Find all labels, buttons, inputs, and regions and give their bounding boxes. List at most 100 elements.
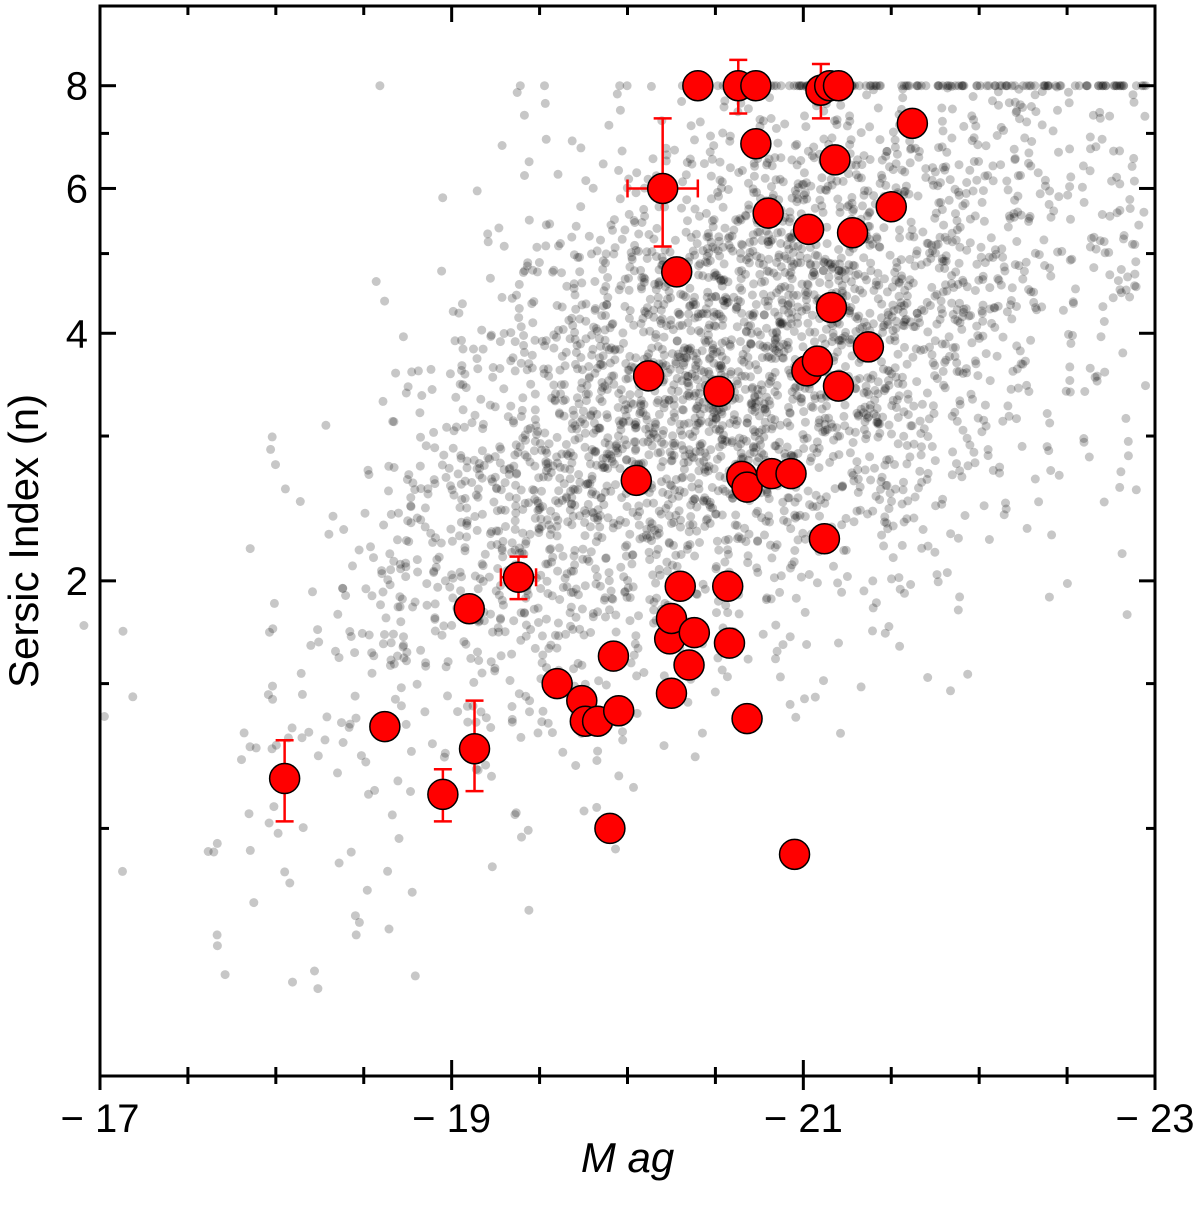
- background-point: [725, 489, 735, 499]
- background-point: [1002, 81, 1011, 91]
- background-point: [517, 832, 526, 842]
- background-point: [567, 499, 576, 509]
- background-point: [899, 317, 909, 327]
- background-point: [1009, 212, 1019, 222]
- background-point: [989, 303, 999, 313]
- background-point: [245, 544, 255, 554]
- background-point: [980, 400, 990, 410]
- background-point: [384, 924, 394, 934]
- background-point: [784, 244, 794, 254]
- background-point: [588, 487, 597, 497]
- background-point: [907, 225, 917, 235]
- background-point: [778, 177, 788, 187]
- background-point: [341, 591, 351, 600]
- background-point: [912, 377, 922, 387]
- background-point: [845, 140, 855, 150]
- background-point: [954, 81, 964, 91]
- background-point: [686, 473, 696, 483]
- background-point: [782, 340, 792, 350]
- background-point: [753, 506, 763, 516]
- background-point: [612, 443, 622, 453]
- background-point: [834, 450, 844, 460]
- background-point: [667, 450, 677, 460]
- background-point: [624, 416, 634, 426]
- background-point: [898, 320, 908, 330]
- background-point: [749, 279, 759, 289]
- background-point: [586, 411, 596, 421]
- background-point: [749, 441, 759, 451]
- background-point: [510, 366, 520, 376]
- background-point: [570, 334, 580, 344]
- background-point: [786, 319, 796, 329]
- background-point: [930, 213, 940, 223]
- background-point: [727, 231, 737, 241]
- background-point: [766, 540, 775, 550]
- background-point: [890, 267, 900, 277]
- background-point: [499, 465, 509, 475]
- background-point: [944, 332, 954, 342]
- background-point: [1099, 497, 1109, 507]
- background-point: [383, 575, 393, 585]
- background-point: [672, 336, 682, 346]
- background-point: [836, 253, 846, 263]
- background-point: [581, 396, 591, 406]
- background-point: [1129, 97, 1139, 107]
- background-point: [712, 454, 722, 464]
- background-point: [1015, 100, 1025, 110]
- background-point: [941, 251, 951, 261]
- background-point: [952, 305, 962, 315]
- background-point: [960, 198, 970, 208]
- background-point: [959, 81, 969, 91]
- background-point: [490, 472, 500, 482]
- background-point: [760, 173, 770, 183]
- background-point: [1014, 84, 1024, 94]
- background-point: [834, 276, 844, 285]
- background-point: [721, 292, 730, 302]
- background-point: [757, 448, 767, 458]
- background-point: [729, 292, 739, 302]
- background-point: [1007, 283, 1017, 293]
- background-point: [902, 441, 912, 450]
- background-point: [868, 506, 878, 516]
- background-point: [645, 326, 655, 336]
- background-point: [865, 400, 875, 410]
- background-point: [540, 98, 550, 108]
- background-point: [553, 169, 563, 179]
- background-point: [649, 618, 659, 628]
- background-point: [519, 340, 529, 350]
- background-point: [461, 383, 471, 393]
- background-point: [651, 419, 661, 429]
- background-point: [776, 262, 786, 272]
- background-point: [1112, 81, 1122, 91]
- background-point: [940, 232, 950, 242]
- background-point: [609, 379, 619, 389]
- background-point: [557, 449, 567, 459]
- background-point: [603, 413, 612, 423]
- background-point: [758, 403, 768, 413]
- background-point: [457, 572, 466, 582]
- background-point: [595, 359, 605, 369]
- background-point: [555, 595, 565, 604]
- background-point: [889, 306, 899, 316]
- background-point: [563, 451, 573, 461]
- background-point: [854, 173, 863, 183]
- background-point: [935, 178, 945, 188]
- background-point: [568, 418, 577, 428]
- background-point: [820, 413, 830, 423]
- background-point: [917, 399, 927, 409]
- background-point: [696, 309, 706, 319]
- background-point: [792, 139, 802, 149]
- background-point: [671, 359, 681, 369]
- highlight-point: [458, 732, 491, 765]
- background-point: [478, 419, 488, 429]
- background-point: [627, 255, 637, 264]
- background-point: [738, 434, 748, 444]
- background-point: [601, 281, 611, 291]
- background-point: [584, 362, 594, 371]
- background-point: [589, 428, 598, 438]
- highlight-point: [620, 464, 653, 497]
- background-point: [770, 543, 780, 552]
- background-point: [685, 154, 695, 164]
- background-point: [888, 300, 898, 310]
- background-point: [584, 231, 594, 241]
